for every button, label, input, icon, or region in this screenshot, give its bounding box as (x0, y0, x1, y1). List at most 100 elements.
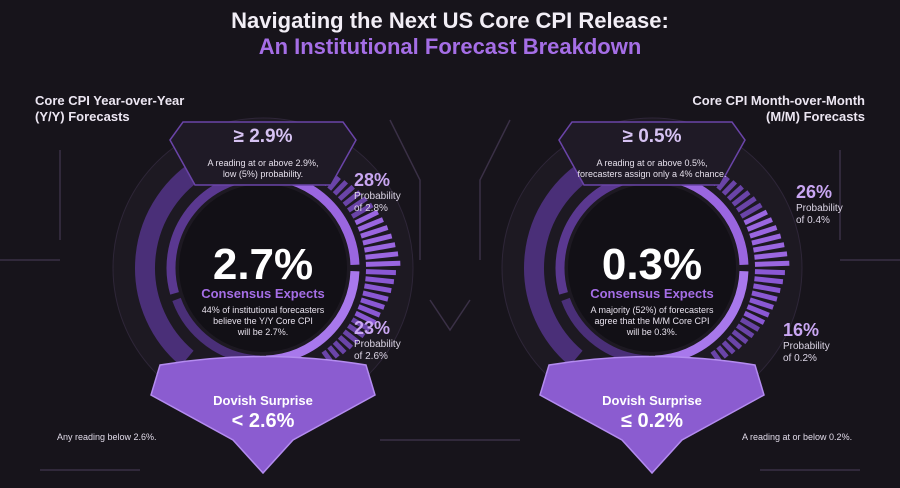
prob-pct: 23% (354, 318, 391, 338)
probability-bar (735, 196, 757, 213)
probability-bar (360, 225, 389, 239)
probability-bar (749, 297, 774, 310)
mom-heading: Core CPI Month-over-Month (M/M) Forecast… (692, 93, 865, 125)
desc-line: forecasters assign only a 4% chance. (577, 169, 727, 179)
yoy-heading: Core CPI Year-over-Year (Y/Y) Forecasts (35, 93, 184, 125)
yoy-heading-line2: (Y/Y) Forecasts (35, 109, 130, 124)
probability-bar (346, 196, 368, 213)
upper-range-shield (558, 121, 746, 186)
probability-bar (754, 276, 784, 285)
mom-note: A reading at or below 0.2%. (742, 432, 853, 442)
probability-bar (746, 217, 773, 232)
upper-range-shield (169, 121, 357, 186)
probability-bar (721, 340, 736, 355)
probability-bar (354, 209, 379, 226)
desc-line: A reading at or above 0.5%, (596, 158, 708, 168)
probability-bar (365, 260, 401, 267)
title-line-2: An Institutional Forecast Breakdown (258, 34, 642, 59)
outer-arc (524, 157, 599, 367)
probability-bar (726, 184, 744, 201)
inner-circle (179, 184, 347, 352)
prob-label: Probability (354, 339, 401, 350)
probability-bar (735, 323, 755, 339)
probability-bar (746, 304, 770, 318)
probability-bar (739, 317, 760, 332)
inner-circle (568, 184, 736, 352)
probability-bar (332, 340, 347, 355)
probability-bar (362, 290, 389, 302)
mom-prob-high: 26% Probability of 0.4% (796, 182, 843, 227)
yoy-upper-value: ≥ 2.9% (233, 126, 293, 147)
yoy-consensus-desc: 44% of institutional forecasters believe… (163, 305, 363, 338)
yoy-prob-low: 23% Probability of 2.6% (354, 318, 401, 363)
probability-bar (337, 184, 355, 201)
prob-pct: 16% (783, 320, 820, 340)
probability-bar (357, 217, 384, 232)
mom-dovish-value: ≤ 0.2% (620, 410, 684, 432)
yoy-consensus-value: 2.7% (212, 240, 314, 289)
probability-bar (365, 251, 399, 260)
mom-heading-line2: (M/M) Forecasts (766, 109, 865, 124)
probability-bar (749, 225, 778, 239)
probability-bar (751, 233, 782, 246)
probability-bar (721, 180, 738, 196)
prob-label: of 0.2% (783, 353, 817, 364)
desc-line: will be 0.3%. (626, 327, 678, 337)
probability-bar (726, 335, 743, 350)
desc-line: low (5%) probability. (222, 169, 304, 179)
probability-bar (350, 202, 374, 219)
probability-bar (332, 180, 349, 196)
prob-label: Probability (783, 341, 830, 352)
mom-consensus-label: Consensus Expects (590, 286, 714, 301)
desc-line: 44% of institutional forecasters (201, 305, 325, 315)
yoy-dovish-label: Dovish Surprise (213, 393, 313, 408)
probability-bar (346, 323, 366, 339)
yoy-upper-desc: A reading at or above 2.9%, low (5%) pro… (173, 158, 353, 180)
prob-label: Probability (354, 191, 401, 202)
outer-arc (135, 157, 210, 367)
yoy-heading-line1: Core CPI Year-over-Year (35, 93, 185, 108)
probability-bar (731, 329, 749, 345)
mom-heading-line1: Core CPI Month-over-Month (692, 93, 865, 108)
probability-bar (342, 329, 360, 345)
probability-bar (327, 345, 340, 359)
desc-line: A majority (52%) of forecasters (590, 305, 714, 315)
probability-bar (743, 209, 768, 226)
probability-bar (362, 233, 393, 246)
desc-line: believe the Y/Y Core CPI (213, 316, 313, 326)
probability-bar (364, 242, 396, 253)
mom-prob-low: 16% Probability of 0.2% (783, 320, 830, 365)
desc-line: A reading at or above 2.9%, (207, 158, 319, 168)
yoy-prob-high: 28% Probability of 2.8% (354, 170, 401, 215)
prob-pct: 28% (354, 170, 391, 190)
probability-bar (360, 297, 385, 310)
probability-bar (354, 310, 377, 325)
mom-dovish-label: Dovish Surprise (602, 393, 702, 408)
probability-bar (365, 276, 395, 285)
probability-bar (350, 317, 371, 332)
probability-bar (327, 175, 341, 191)
desc-line: agree that the M/M Core CPI (594, 316, 710, 326)
probability-bar (754, 251, 788, 260)
prob-label: of 2.6% (354, 351, 388, 362)
probability-bar (357, 304, 381, 318)
dovish-surprise-shield (150, 355, 376, 475)
probability-bar (754, 269, 786, 276)
yoy-note: Any reading below 2.6%. (57, 432, 157, 442)
desc-line: will be 2.7%. (237, 327, 289, 337)
probability-bar (753, 283, 781, 294)
prob-pct: 26% (796, 182, 833, 202)
probability-bar (739, 202, 763, 219)
probability-bar (365, 269, 397, 276)
prob-label: of 0.4% (796, 215, 830, 226)
probability-bar (754, 260, 790, 267)
mom-upper-desc: A reading at or above 0.5%, forecasters … (552, 158, 752, 180)
mom-upper-value: ≥ 0.5% (622, 126, 682, 147)
dovish-surprise-shield (539, 355, 765, 475)
prob-label: of 2.8% (354, 203, 388, 214)
probability-bar (731, 190, 751, 207)
probability-bar (337, 335, 354, 350)
prob-label: Probability (796, 203, 843, 214)
probability-bar (342, 190, 362, 207)
